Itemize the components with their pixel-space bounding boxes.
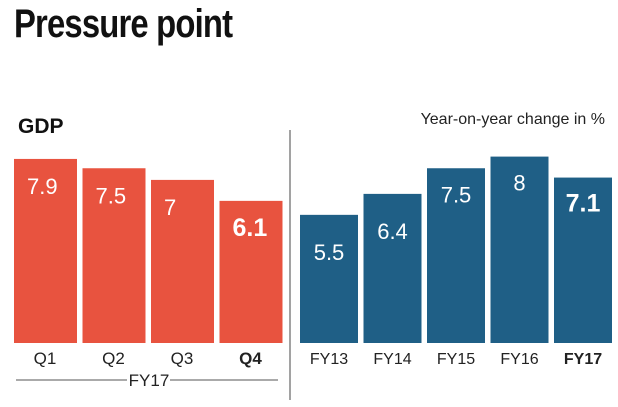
gdp-category-label: Q4	[239, 349, 262, 368]
gdp-bar-value-label: 7.9	[27, 174, 58, 199]
gdp-bar-value-label: 7.5	[96, 183, 127, 208]
gdp-category-label: Q1	[34, 349, 57, 368]
growth-category-label: FY16	[500, 351, 538, 368]
gdp-bar-q3	[151, 179, 214, 343]
growth-bar-fy13	[300, 214, 358, 343]
right-chart-subtitle: Year-on-year change in %	[421, 111, 605, 128]
gdp-bar-value-label: 7	[164, 195, 176, 220]
gdp-bar-q2	[82, 168, 146, 343]
growth-bar-fy16	[490, 156, 549, 343]
growth-bar-value-label: 7.1	[566, 190, 601, 218]
growth-bar-value-label: 6.4	[377, 219, 408, 244]
growth-bar-value-label: 5.5	[314, 240, 345, 265]
growth-bar-fy14	[363, 193, 422, 343]
growth-category-label: FY17	[564, 351, 602, 368]
growth-bar-fy15	[427, 168, 485, 343]
fy17-group-label: FY17	[129, 371, 170, 390]
gdp-category-label: Q2	[102, 349, 125, 368]
gdp-bar-value-label: 6.1	[233, 214, 268, 242]
gdp-bar-q4	[219, 200, 283, 343]
gdp-category-label: Q3	[171, 349, 194, 368]
chart-title: Pressure point	[14, 2, 233, 46]
left-chart-title: GDP	[18, 115, 64, 138]
growth-category-label: FY15	[437, 351, 475, 368]
growth-bar-value-label: 7.5	[441, 182, 472, 207]
growth-category-label: FY14	[373, 351, 411, 368]
growth-bar-fy17	[554, 177, 612, 343]
gdp-bar-q1	[14, 158, 77, 343]
growth-bar-value-label: 8	[513, 171, 525, 196]
growth-category-label: FY13	[310, 351, 348, 368]
